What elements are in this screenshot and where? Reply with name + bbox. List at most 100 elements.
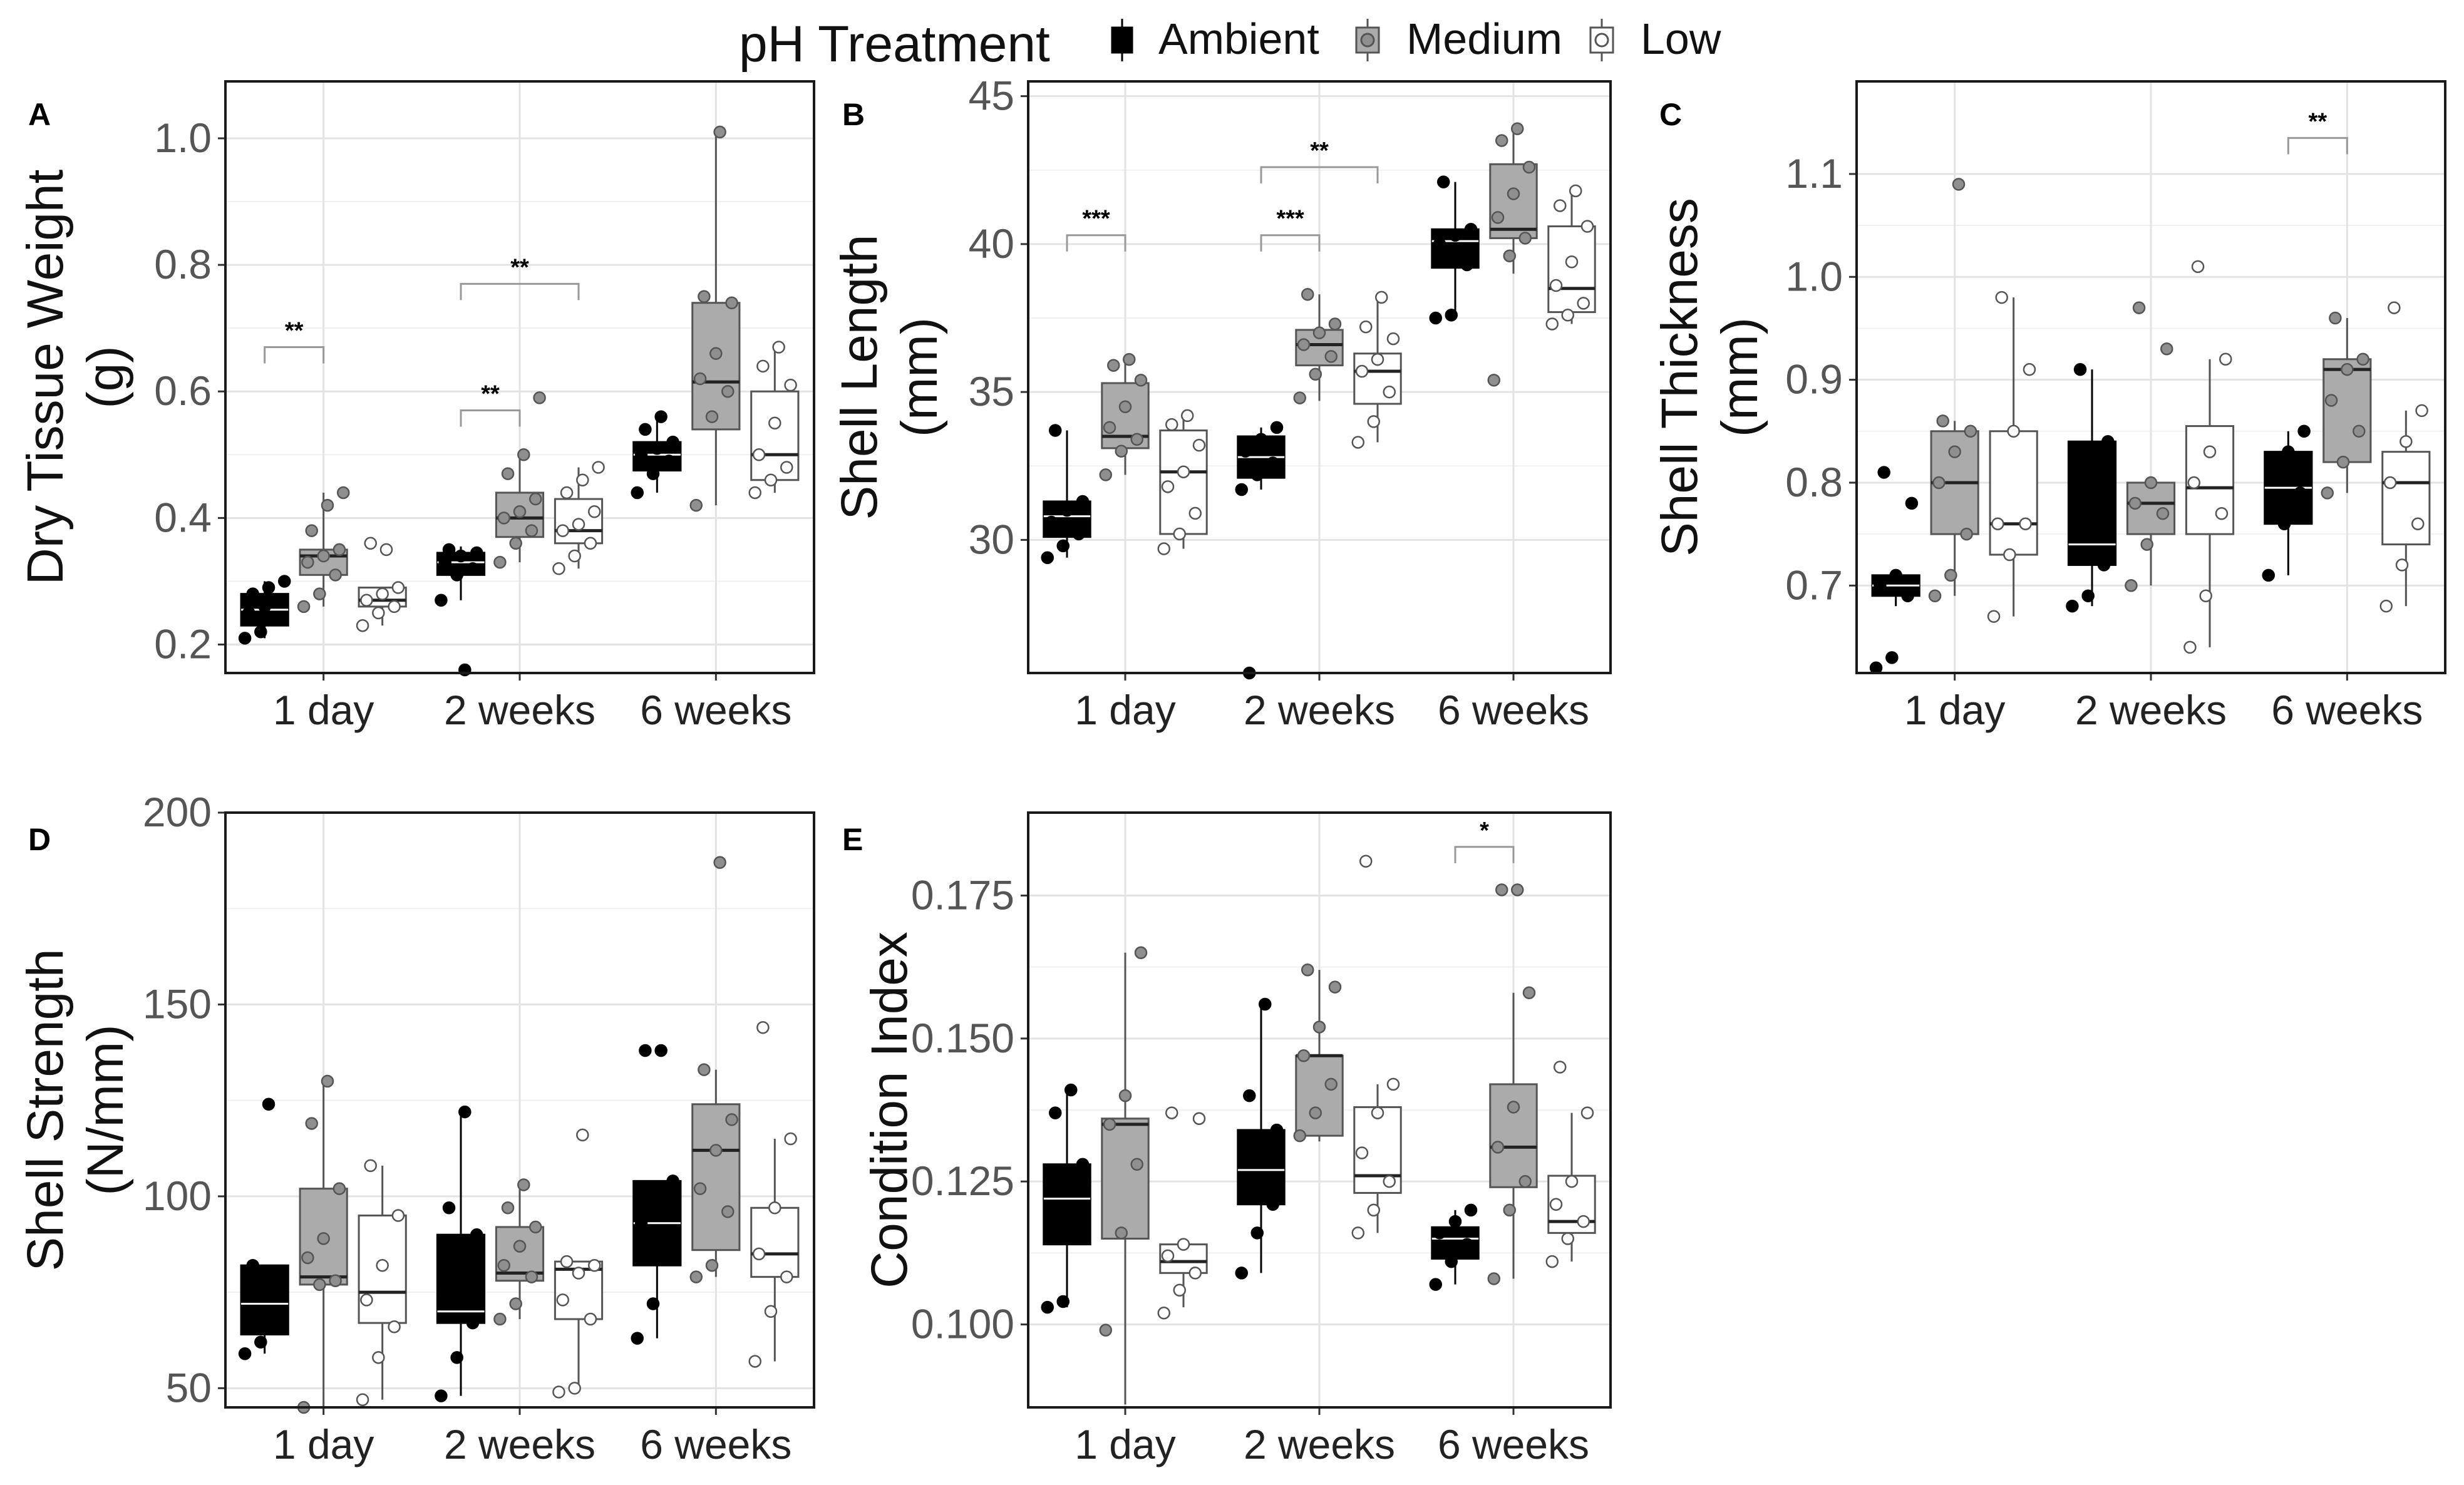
- data-point: [1173, 1283, 1187, 1297]
- legend-label-ambient: Ambient: [1158, 14, 1319, 63]
- data-point: [321, 1074, 334, 1088]
- data-point: [631, 1332, 644, 1345]
- data-point: [1293, 391, 1307, 404]
- data-point: [517, 1178, 530, 1191]
- data-point: [1503, 1203, 1517, 1217]
- data-point: [2294, 486, 2307, 500]
- data-point: [1177, 465, 1190, 478]
- y-tick-label: 0.8: [154, 241, 212, 287]
- data-point: [634, 448, 648, 461]
- data-point: [693, 1182, 707, 1195]
- data-point: [689, 1270, 703, 1283]
- data-point: [1577, 297, 1590, 310]
- data-point: [372, 606, 385, 620]
- data-point: [1130, 433, 1143, 446]
- data-point: [646, 1297, 660, 1310]
- data-point: [1874, 579, 1887, 592]
- data-point: [493, 1312, 507, 1326]
- data-point: [454, 1267, 468, 1280]
- data-point: [313, 1278, 326, 1292]
- data-point: [1165, 1106, 1178, 1119]
- data-point: [313, 587, 326, 600]
- data-point: [2203, 445, 2217, 458]
- data-point: [301, 555, 314, 569]
- data-point: [258, 600, 271, 614]
- x-tick-label: 6 weeks: [2271, 687, 2423, 733]
- panel-letter: C: [1659, 97, 1682, 132]
- data-point: [698, 1063, 711, 1076]
- data-point: [1301, 963, 1314, 977]
- data-point: [1258, 997, 1272, 1011]
- panel-frame: [224, 811, 815, 1409]
- data-point: [780, 461, 793, 474]
- data-point: [1518, 232, 1532, 245]
- x-tick-label: 1 day: [1904, 687, 2005, 733]
- data-point: [466, 562, 480, 575]
- data-point: [666, 435, 679, 449]
- significance-bracket: [1454, 846, 1515, 863]
- data-point: [470, 1228, 483, 1241]
- data-point: [278, 575, 291, 588]
- panel-d: 50 100 150 200 1 day 2 weeks 6 weeks D Shell Str…: [17, 789, 815, 1467]
- data-point: [1044, 1203, 1058, 1217]
- significance-bracket: [460, 409, 521, 427]
- box-low: [750, 1206, 800, 1278]
- data-point: [666, 1174, 679, 1188]
- data-point: [639, 1044, 652, 1057]
- data-point: [1270, 1123, 1284, 1137]
- data-point: [662, 455, 676, 468]
- data-point: [2073, 362, 2087, 376]
- data-point: [1948, 445, 1961, 458]
- data-point: [654, 1044, 668, 1057]
- data-point: [2383, 476, 2397, 490]
- data-point: [1049, 424, 1062, 437]
- data-point: [568, 1382, 581, 1395]
- data-point: [1134, 373, 1148, 387]
- data-point: [1522, 986, 1536, 999]
- data-point: [752, 1247, 766, 1261]
- data-point: [1964, 424, 1977, 438]
- data-point: [1351, 1226, 1365, 1240]
- data-point: [1510, 122, 1524, 135]
- y-tick-label: 0.175: [911, 871, 1014, 918]
- data-point: [262, 581, 276, 594]
- data-point: [1565, 1174, 1579, 1188]
- data-point: [497, 1258, 510, 1272]
- data-point: [1099, 468, 1113, 481]
- data-point: [493, 555, 507, 569]
- data-point: [1554, 199, 1567, 212]
- y-tick-label: 1.0: [154, 115, 212, 161]
- data-point: [1549, 1198, 1563, 1211]
- data-point: [1235, 483, 1249, 496]
- data-point: [2215, 507, 2229, 520]
- data-point: [501, 467, 515, 480]
- data-point: [1877, 466, 1890, 479]
- data-point: [2353, 424, 2366, 438]
- data-point: [639, 423, 652, 436]
- data-point: [391, 1209, 405, 1222]
- data-point: [552, 562, 565, 575]
- data-point: [2388, 301, 2401, 314]
- y-tick-label: 150: [143, 980, 212, 1027]
- data-point: [1437, 175, 1450, 188]
- significance-label: **: [2309, 108, 2327, 135]
- box-medium: [691, 1103, 741, 1251]
- legend-point-low: [1594, 33, 1609, 48]
- data-point: [360, 1293, 373, 1307]
- data-point: [2007, 424, 2020, 438]
- data-point: [646, 467, 660, 480]
- data-point: [1495, 883, 1508, 897]
- y-axis-label: (mm): [891, 317, 948, 437]
- data-point: [1309, 367, 1322, 381]
- data-point: [458, 1105, 472, 1119]
- data-point: [238, 1347, 252, 1360]
- data-point: [572, 518, 585, 531]
- data-point: [1188, 506, 1202, 520]
- data-point: [1545, 317, 1559, 331]
- data-point: [1487, 1272, 1501, 1285]
- data-point: [1115, 444, 1128, 458]
- data-point: [560, 486, 574, 500]
- data-point: [1157, 1307, 1171, 1320]
- box-medium: [1295, 1054, 1344, 1137]
